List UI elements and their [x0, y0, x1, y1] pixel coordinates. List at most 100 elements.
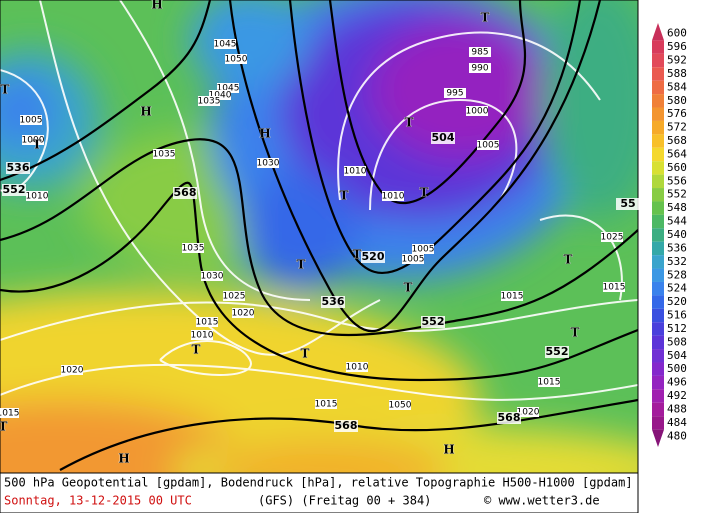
footer-description: 500 hPa Geopotential [gpdam], Bodendruck… — [4, 476, 633, 490]
isobars — [0, 0, 638, 401]
geopotential-label: 568 — [174, 186, 197, 199]
legend-swatch — [652, 402, 664, 417]
pressure-label: 1005 — [477, 141, 500, 151]
pressure-center: T — [192, 343, 201, 357]
pressure-label-bg — [389, 400, 411, 410]
pressure-label: 985 — [471, 48, 488, 58]
geopotential-label: 552 — [546, 345, 569, 358]
pressure-center: H — [118, 452, 129, 466]
legend-swatch — [652, 53, 664, 68]
legend-label: 492 — [667, 389, 687, 402]
legend-swatch — [652, 147, 664, 162]
pressure-label: 1010 — [344, 167, 367, 177]
geopotential-label: 568 — [335, 419, 358, 432]
pressure-label: 1015 — [0, 409, 19, 419]
geopotential-contours — [0, 0, 638, 471]
geopotential-label-bg — [361, 251, 385, 263]
legend-label: 552 — [667, 188, 687, 201]
pressure-label-bg — [223, 291, 245, 301]
footer-model: (GFS) (Freitag 00 + 384) — [258, 494, 431, 508]
pressure-label-bg — [232, 308, 254, 318]
geopotential-label-bg — [616, 198, 640, 210]
pressure-label: 1040 — [209, 91, 232, 101]
geopotential-label: 568 — [498, 411, 521, 424]
legend-swatch — [652, 416, 664, 430]
legend-swatch — [652, 134, 664, 148]
pressure-label-bg — [61, 365, 83, 375]
pressure-label-bg — [382, 191, 404, 201]
legend-label: 504 — [667, 349, 687, 362]
legend-label: 532 — [667, 255, 687, 268]
geopotential-label-bg — [2, 184, 26, 196]
legend-label: 496 — [667, 376, 687, 389]
pressure-label: 1010 — [382, 192, 405, 202]
color-legend: 6005965925885845805765725685645605565525… — [652, 23, 687, 447]
pressure-center: T — [297, 258, 306, 272]
legend-label: 536 — [667, 241, 687, 254]
pressure-label: 1010 — [346, 363, 369, 373]
pressure-label: 1025 — [223, 292, 246, 302]
pressure-label-bg — [22, 135, 44, 145]
pressure-label-bg — [153, 149, 175, 159]
pressure-label-bg — [182, 243, 204, 253]
pressure-label-bg — [0, 408, 19, 418]
legend-label: 596 — [667, 40, 687, 53]
legend-swatch — [652, 40, 664, 54]
legend-swatch — [652, 322, 664, 336]
legend-label: 512 — [667, 322, 687, 335]
pressure-label: 1005 — [402, 255, 425, 265]
pressure-label-bg — [477, 140, 499, 150]
footer-credit: © www.wetter3.de — [484, 494, 600, 508]
legend-swatch — [652, 161, 664, 175]
pressure-label-bg — [225, 54, 247, 64]
legend-swatch — [652, 308, 664, 323]
pressure-label-bg — [501, 291, 523, 301]
pressure-label: 1030 — [201, 272, 224, 282]
pressure-label: 1050 — [389, 401, 412, 411]
pressure-label-bg — [469, 47, 491, 57]
pressure-label: 1035 — [153, 150, 176, 160]
pressure-label-bg — [402, 254, 424, 264]
legend-label: 488 — [667, 402, 687, 415]
legend-label: 576 — [667, 107, 687, 120]
pressure-label-bg — [517, 407, 539, 417]
legend-swatch — [652, 255, 664, 269]
legend-swatch — [652, 389, 664, 403]
legend-label: 500 — [667, 362, 687, 375]
pressure-label: 1020 — [232, 309, 255, 319]
pressure-label-bg — [469, 63, 491, 73]
pressure-label: 995 — [446, 89, 463, 99]
pressure-label: 1005 — [412, 245, 435, 255]
legend-label: 516 — [667, 309, 687, 322]
pressure-label: 990 — [471, 64, 488, 74]
legend-label: 592 — [667, 54, 687, 67]
legend-swatch — [652, 241, 664, 256]
legend-label: 560 — [667, 161, 687, 174]
pressure-center: T — [571, 326, 580, 340]
pressure-center: T — [420, 186, 429, 200]
pressure-label-bg — [444, 88, 466, 98]
geopotential-label: 536 — [322, 295, 345, 308]
legend-label: 588 — [667, 67, 687, 80]
legend-label: 508 — [667, 335, 687, 348]
legend-swatch — [652, 349, 664, 363]
pressure-label-bg — [538, 377, 560, 387]
geopotential-label-bg — [334, 420, 358, 432]
pressure-label: 1050 — [225, 55, 248, 65]
pressure-label: 1020 — [61, 366, 84, 376]
pressure-label-bg — [603, 282, 625, 292]
pressure-label: 1020 — [517, 408, 540, 418]
pressure-label: 1015 — [196, 318, 219, 328]
geopotential-label: 552 — [422, 315, 445, 328]
legend-label: 584 — [667, 80, 687, 93]
legend-swatch — [652, 228, 664, 242]
legend-label: 556 — [667, 174, 687, 187]
pressure-label: 1000 — [22, 136, 45, 146]
legend-swatch — [652, 362, 664, 376]
legend-swatch — [652, 335, 664, 350]
legend-label: 572 — [667, 121, 687, 134]
legend-swatch — [652, 188, 664, 202]
geopotential-label-bg — [497, 412, 521, 424]
pressure-center: T — [340, 189, 349, 203]
legend-label: 484 — [667, 416, 687, 429]
